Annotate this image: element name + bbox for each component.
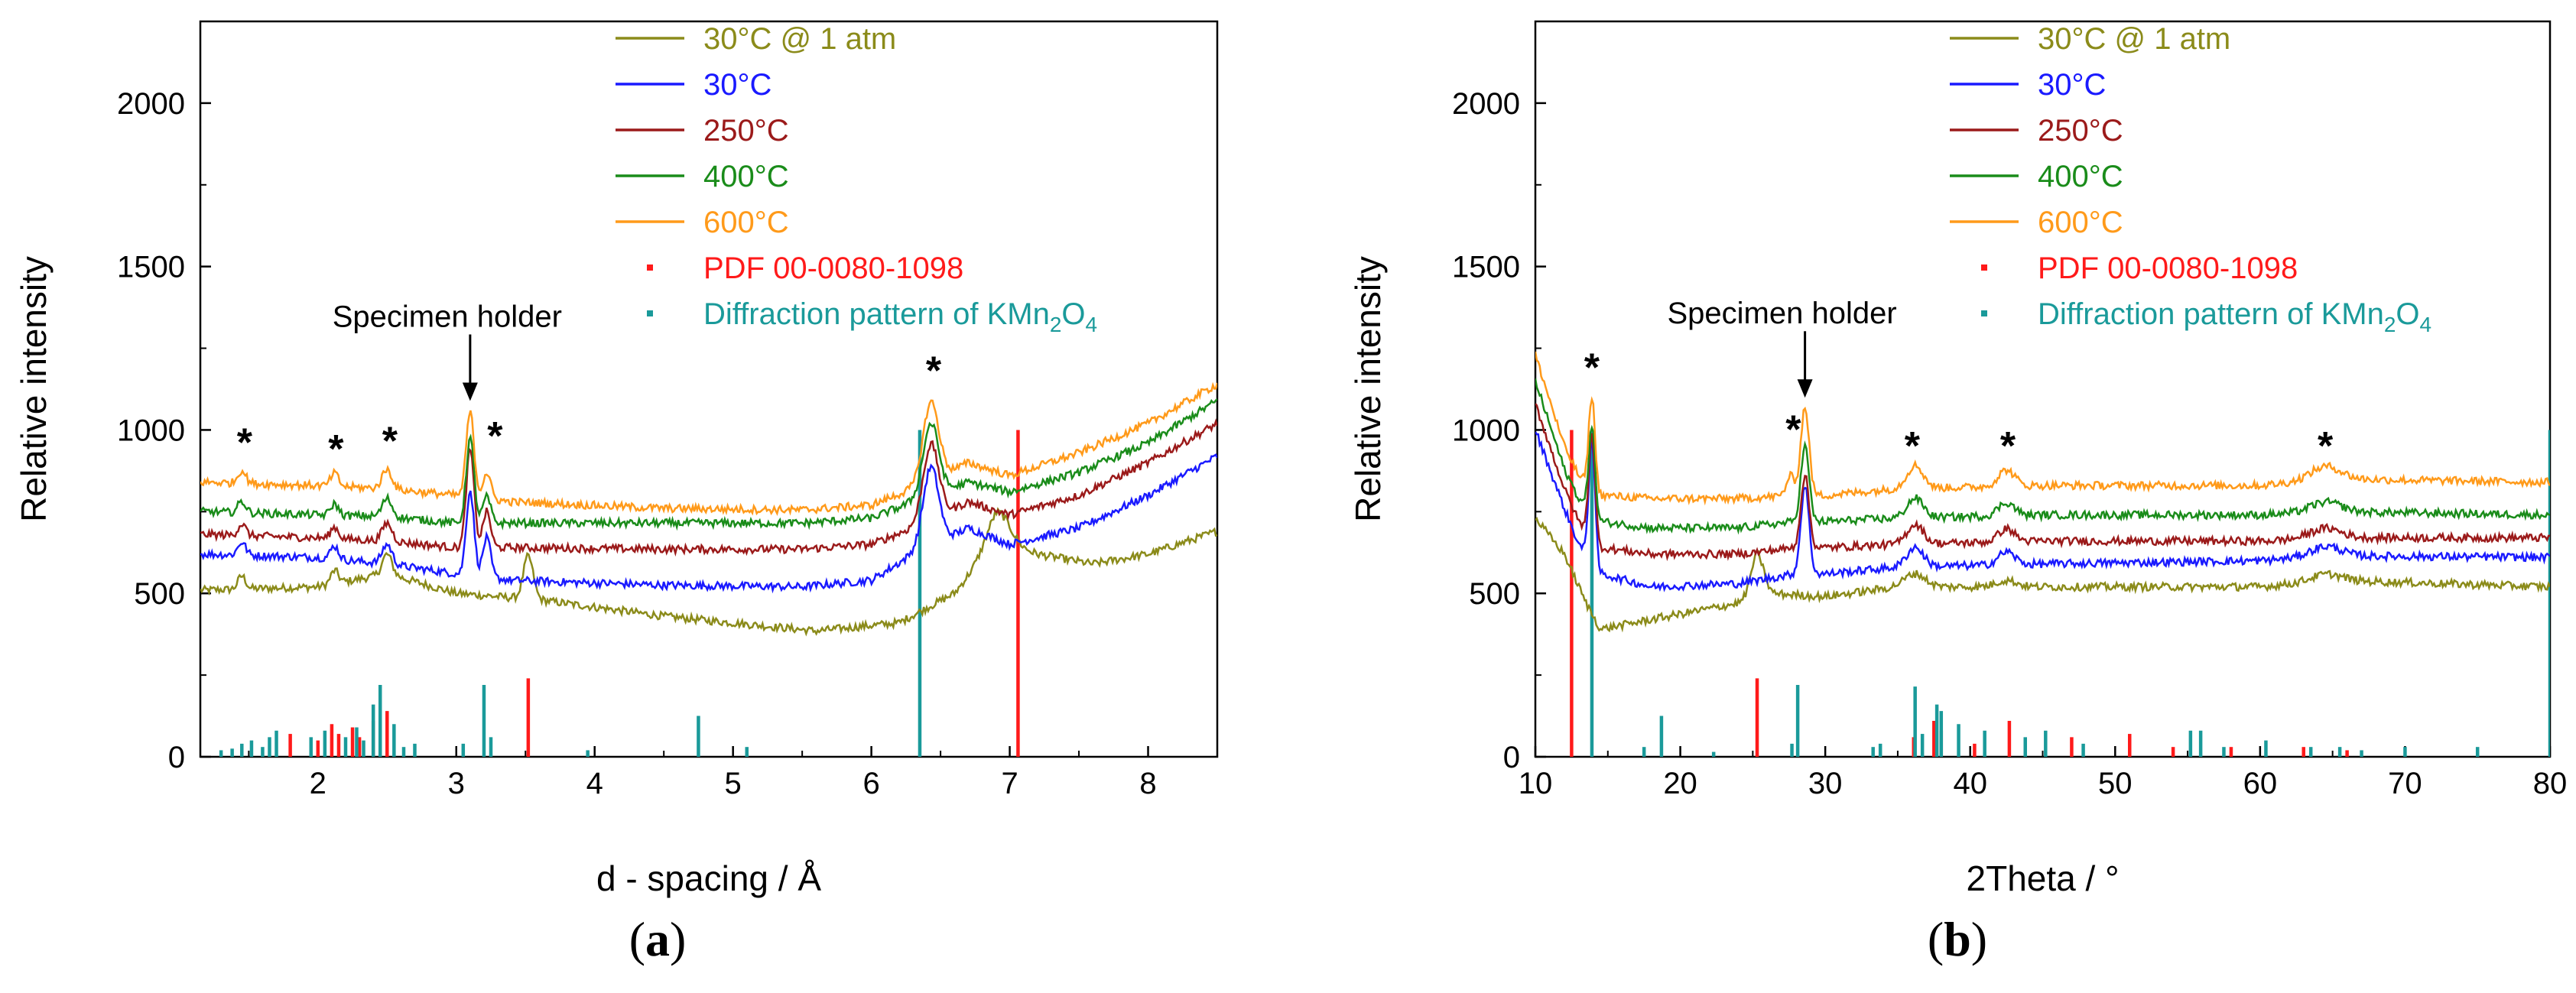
- panel-a-label: (a): [629, 912, 687, 966]
- panel-b-x-tick-label: 50: [2098, 767, 2133, 800]
- panel-a-y-tick-label: 1500: [117, 251, 185, 284]
- panel-b-y-tick-label: 1000: [1452, 414, 1520, 447]
- panel-a-series-250C: [200, 418, 1217, 557]
- panel-a-legend-label-250C: 250°C: [703, 114, 789, 148]
- panel-b-series-400C: [1535, 378, 2550, 535]
- panel-a-legend-label-400C: 400°C: [703, 160, 789, 193]
- panel-b-peak-star: *: [2000, 424, 2016, 469]
- panel-a-series-30C_1atm: [200, 507, 1217, 637]
- panel-b-legend-label-250C: 250°C: [2038, 114, 2123, 148]
- panel-b-x-tick-label: 40: [1953, 767, 1987, 800]
- panel-b-x-tick-label: 80: [2533, 767, 2568, 800]
- panel-a: 2 3 4 5 6 7 8 0 500 1000 1500 2000 d - spacing / Å Re…: [14, 20, 1219, 966]
- panel-a-y-axis-title: Relative intensity: [14, 256, 54, 522]
- panel-b-y-axis-title: Relative intensity: [1348, 256, 1388, 522]
- panel-b-peak-star: *: [2318, 424, 2334, 469]
- panel-b-label: (b): [1928, 912, 1987, 966]
- panel-a-x-tick-label: 7: [1001, 767, 1018, 800]
- panel-b-x-tick-label: 30: [1808, 767, 1843, 800]
- panel-a-series-600C: [200, 381, 1217, 516]
- panel-b-legend-swatch-kmn2o4: [1981, 310, 1987, 316]
- panel-a-x-tick-label: 6: [862, 767, 879, 800]
- panel-a-legend-swatch-pdf: [647, 264, 653, 271]
- panel-a-y-tick-label: 2000: [117, 87, 185, 121]
- panel-a-series-30C: [200, 453, 1217, 594]
- panel-b-legend-label-600C: 600°C: [2038, 206, 2123, 239]
- panel-b-peak-star: *: [1584, 346, 1600, 390]
- panel-b-specimen-holder-arrowhead: [1797, 379, 1813, 398]
- panel-b-legend-label-30C_1atm: 30°C @ 1 atm: [2038, 22, 2230, 56]
- panel-a-legend-label-30C: 30°C: [703, 68, 772, 102]
- panel-a-y-tick-label: 0: [168, 741, 185, 774]
- panel-a-peak-star: *: [328, 427, 344, 472]
- panel-b-x-tick-label: 20: [1663, 767, 1697, 800]
- panel-a-x-tick-label: 2: [310, 767, 326, 800]
- panel-a-x-tick-label: 5: [725, 767, 742, 800]
- panel-b-series-600C: [1535, 351, 2550, 506]
- panel-b-x-tick-label: 70: [2388, 767, 2422, 800]
- panel-a-y-tick-label: 1000: [117, 414, 185, 447]
- panel-a-specimen-holder-arrowhead: [462, 382, 478, 401]
- panel-a-peak-star: *: [487, 414, 503, 459]
- panel-b-legend-swatch-pdf: [1981, 264, 1987, 271]
- panel-a-legend-swatch-kmn2o4: [647, 310, 653, 316]
- panel-a-x-tick-label: 3: [448, 767, 465, 800]
- panel-b-y-tick-label: 0: [1503, 741, 1520, 774]
- panel-a-legend-label-600C: 600°C: [703, 206, 789, 239]
- panel-b-series-30C: [1535, 431, 2550, 592]
- panel-b-x-tick-label: 60: [2243, 767, 2278, 800]
- panel-a-y-tick-label: 500: [134, 577, 185, 611]
- panel-b-legend-label-30C: 30°C: [2038, 68, 2106, 102]
- panel-b-legend-label-pdf: PDF 00-0080-1098: [2038, 251, 2298, 285]
- panel-b-series-250C: [1535, 403, 2550, 562]
- panel-b-series-30C_1atm: [1535, 516, 2550, 633]
- panel-b-x-tick-label: 10: [1519, 767, 1553, 800]
- panel-b-y-tick-label: 2000: [1452, 87, 1520, 121]
- panel-b-specimen-holder-label: Specimen holder: [1668, 297, 1897, 330]
- panel-a-specimen-holder-label: Specimen holder: [333, 300, 562, 334]
- panel-b-y-tick-label: 1500: [1452, 251, 1520, 284]
- panel-b-y-tick-label: 500: [1469, 577, 1520, 611]
- panel-a-legend-label-kmn2o4: Diffraction pattern of KMn2O4: [703, 297, 1097, 336]
- panel-a-peak-star: *: [382, 420, 398, 464]
- panel-b-peak-star: *: [1785, 408, 1801, 453]
- panel-a-legend-label-pdf: PDF 00-0080-1098: [703, 251, 963, 285]
- panel-b-x-axis-title: 2Theta / °: [1967, 858, 2120, 898]
- panel-b-peak-star: *: [1905, 424, 1921, 469]
- panel-a-x-tick-label: 4: [586, 767, 603, 800]
- panel-b-legend-label-400C: 400°C: [2038, 160, 2123, 193]
- panel-a-legend-label-30C_1atm: 30°C @ 1 atm: [703, 22, 896, 56]
- panel-a-series-400C: [200, 398, 1217, 531]
- panel-a-x-tick-label: 8: [1139, 767, 1156, 800]
- panel-a-plot-frame: [199, 20, 1219, 758]
- panel-a-peak-star: *: [237, 421, 253, 466]
- panel-a-x-axis-title: d - spacing / Å: [596, 858, 821, 898]
- panel-b-legend-label-kmn2o4: Diffraction pattern of KMn2O4: [2038, 297, 2431, 336]
- panel-b: 10 20 30 40 50 60 70 80 0 500 1000 1500 2000 2Theta /…: [1348, 20, 2568, 966]
- panel-a-peak-star: *: [926, 349, 942, 394]
